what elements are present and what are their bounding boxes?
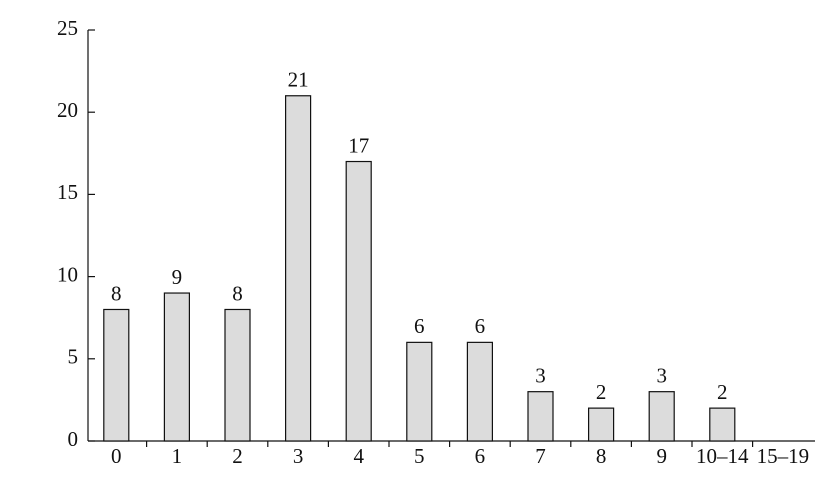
x-tick-label: 2	[232, 444, 243, 468]
x-tick-label: 9	[656, 444, 667, 468]
bar	[587, 407, 615, 442]
x-tick-label: 1	[172, 444, 183, 468]
bar	[103, 308, 130, 442]
x-tick-label: 6	[475, 444, 486, 468]
x-tick-label: 10–14	[696, 444, 749, 468]
bar	[345, 160, 372, 442]
bar	[648, 391, 675, 442]
bar	[224, 308, 251, 442]
x-tick-label: 0	[111, 444, 122, 468]
y-tick-label: 5	[68, 345, 79, 369]
value-label: 21	[288, 68, 309, 92]
x-tick-label: 8	[596, 444, 607, 468]
x-tick-label: 15–19	[757, 444, 810, 468]
x-tick-label: 3	[293, 444, 304, 468]
bar	[466, 341, 493, 442]
value-label: 3	[656, 363, 667, 387]
value-label: 8	[111, 281, 122, 305]
value-label: 8	[232, 281, 243, 305]
x-tick-label: 7	[535, 444, 546, 468]
value-label: 2	[596, 380, 607, 404]
bar	[406, 341, 433, 442]
y-tick-label: 0	[68, 427, 79, 451]
value-label: 3	[535, 363, 546, 387]
value-label: 6	[414, 314, 425, 338]
y-tick-label: 10	[57, 262, 78, 286]
y-tick-label: 20	[57, 98, 78, 122]
bar	[163, 292, 190, 442]
value-label: 9	[172, 265, 183, 289]
bar	[527, 391, 554, 442]
x-tick-label: 5	[414, 444, 425, 468]
y-tick-label: 15	[57, 180, 78, 204]
bar	[285, 95, 312, 442]
y-tick-label: 25	[57, 16, 78, 40]
value-label: 6	[475, 314, 486, 338]
value-label: 2	[717, 380, 728, 404]
x-tick-label: 4	[353, 444, 364, 468]
value-label: 17	[348, 133, 369, 157]
bar	[709, 407, 736, 442]
